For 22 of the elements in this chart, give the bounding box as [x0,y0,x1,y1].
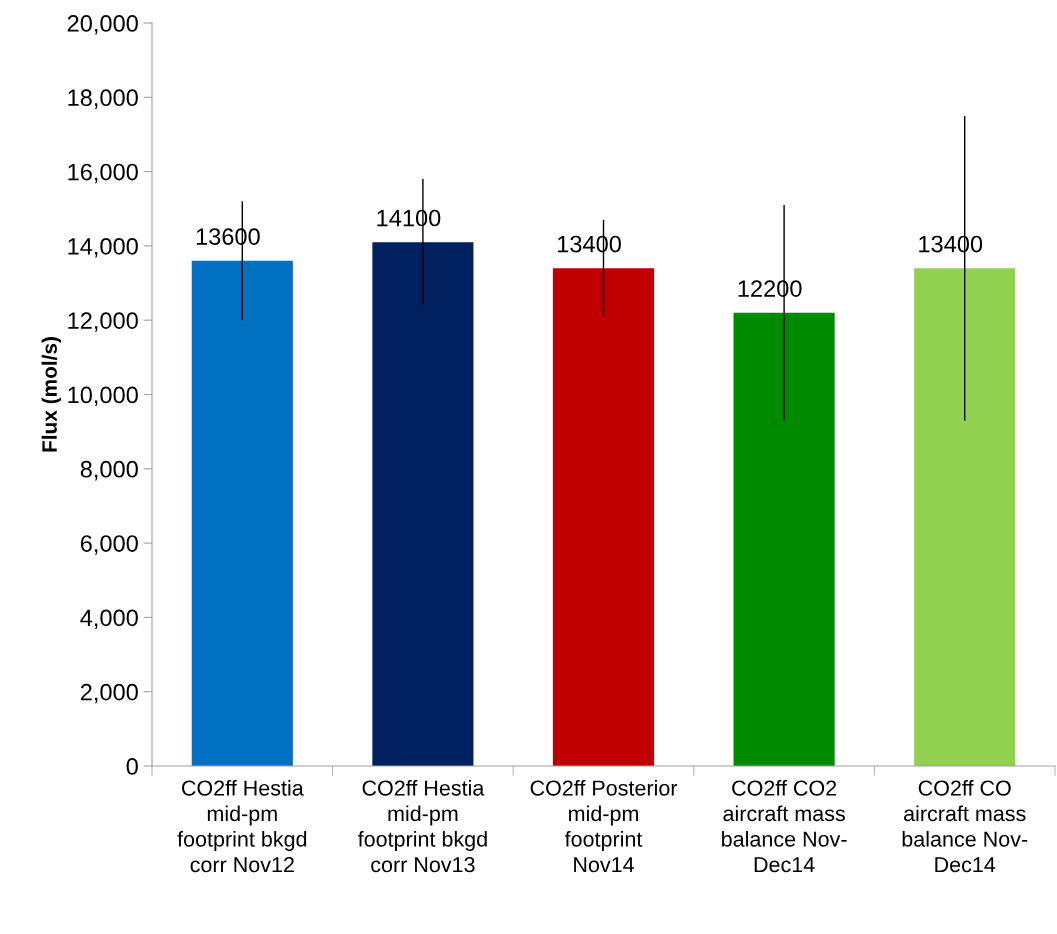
bar [372,242,474,766]
y-tick-label: 0 [126,758,138,775]
y-tick-label: 10,000 [68,386,138,407]
y-axis-title: Flux (mol/s) [41,337,62,452]
y-tick-label: 4,000 [80,609,138,629]
x-tick-label: CO2ff Posterior mid-pm footprint Nov14 [530,779,678,873]
y-tick-label: 2,000 [80,683,138,704]
y-tick-label: 12,000 [68,312,138,332]
y-tick-label: 20,000 [67,15,138,35]
bar [733,312,835,766]
x-tick-label: CO2ff Hestia mid-pm footprint bkgd corr Nov13 [357,779,487,873]
y-tick-label: 18,000 [68,89,138,109]
bar [914,268,1016,766]
bar [191,260,293,766]
x-tick-label: CO2ff CO2 aircraft mass balance Nov- Dec14 [722,779,847,873]
y-tick-label: 6,000 [80,535,138,555]
y-tick-label: 8,000 [80,460,138,481]
y-tick-label: 16,000 [68,163,138,184]
x-tick-label: CO2ff Hestia mid-pm footprint bkgd corr Nov12 [177,779,307,873]
bar [552,268,655,766]
y-tick-label: 14,000 [68,237,138,258]
x-tick-label: CO2ff CO aircraft mass balance Nov- Dec14 [902,779,1028,873]
